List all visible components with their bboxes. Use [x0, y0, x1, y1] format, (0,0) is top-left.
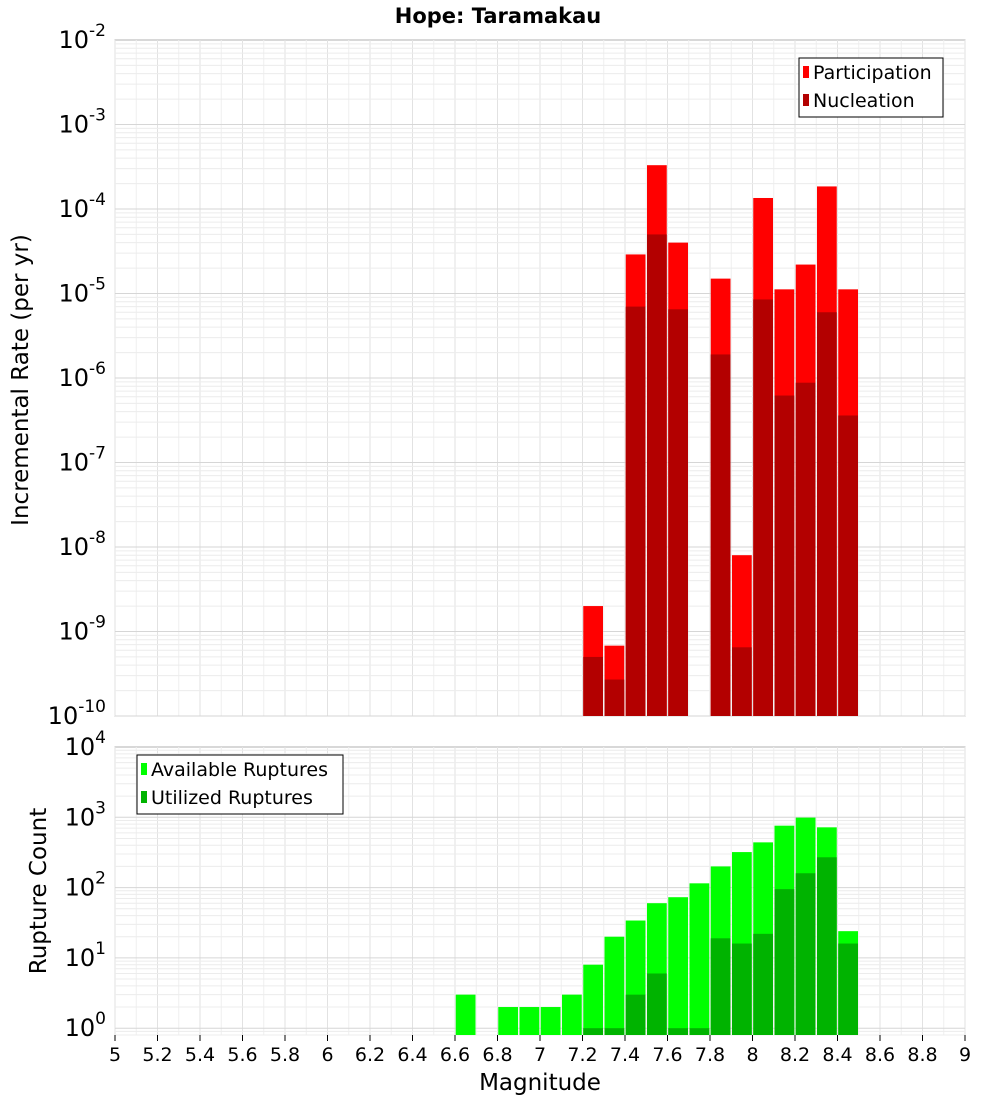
x-tick-label: 6	[321, 1044, 333, 1066]
x-tick-label: 7	[534, 1044, 546, 1066]
x-tick-label: 9	[959, 1044, 971, 1066]
top-legend: Participation Nucleation	[798, 57, 944, 118]
bar-nucleation	[838, 415, 858, 716]
bottom-y-tick-label: 103	[65, 798, 106, 831]
bottom-y-tick-label: 101	[65, 939, 106, 972]
x-tick-label: 8.8	[907, 1044, 937, 1066]
chart-title: Hope: Taramakau	[395, 4, 601, 28]
top-y-tick-label: 10-8	[59, 528, 107, 561]
x-tick-label: 7.6	[652, 1044, 682, 1066]
bottom-legend-box	[136, 754, 344, 815]
bar-nucleation	[732, 647, 752, 716]
bar-available-ruptures	[604, 936, 625, 1035]
x-tick-label: 7.8	[695, 1044, 725, 1066]
bar-utilized-ruptures	[817, 857, 837, 1035]
legend-swatch-utilized	[141, 791, 147, 803]
x-axis-label: Magnitude	[479, 1070, 601, 1096]
bar-utilized-ruptures	[604, 1028, 625, 1035]
top-y-tick-label: 10-9	[59, 613, 107, 646]
x-tick-label: 6.8	[482, 1044, 512, 1066]
bar-utilized-ruptures	[753, 933, 773, 1035]
bar-nucleation	[647, 234, 667, 717]
legend-label-utilized: Utilized Ruptures	[151, 787, 313, 809]
top-y-tick-label: 10-10	[48, 697, 106, 730]
legend-label-participation: Participation	[813, 62, 932, 84]
x-tick-label: 6.2	[355, 1044, 385, 1066]
x-tick-label: 6.6	[440, 1044, 470, 1066]
bar-utilized-ruptures	[583, 1028, 603, 1035]
bar-utilized-ruptures	[710, 938, 731, 1035]
bar-available-ruptures	[455, 994, 476, 1035]
top-y-tick-label: 10-2	[59, 21, 107, 54]
bar-available-ruptures	[689, 883, 710, 1035]
bar-utilized-ruptures	[774, 889, 795, 1035]
top-legend-box	[798, 57, 944, 118]
x-tick-label: 5.4	[185, 1044, 215, 1066]
x-tick-label: 8.4	[822, 1044, 852, 1066]
bar-utilized-ruptures	[689, 1028, 710, 1035]
bottom-y-tick-label: 102	[65, 869, 106, 902]
x-tick-label: 6.4	[397, 1044, 427, 1066]
bar-utilized-ruptures	[625, 994, 646, 1035]
bar-utilized-ruptures	[838, 943, 858, 1035]
legend-swatch-available	[141, 763, 147, 775]
bottom-bars	[455, 817, 858, 1035]
legend-label-nucleation: Nucleation	[813, 90, 915, 112]
x-tick-label: 5.8	[270, 1044, 300, 1066]
bottom-y-tick-label: 104	[65, 728, 106, 761]
legend-swatch-participation	[803, 66, 809, 78]
x-tick-label: 5.2	[142, 1044, 172, 1066]
top-panel: 10-2 10-3 10-4 10-5 10-6 10-7 10-8 10-9 10-10 In…	[8, 21, 966, 730]
bar-utilized-ruptures	[795, 873, 816, 1035]
bar-nucleation	[668, 309, 688, 716]
bar-utilized-ruptures	[668, 1028, 688, 1035]
x-tick-label: 7.4	[610, 1044, 640, 1066]
bar-available-ruptures	[583, 964, 603, 1035]
bar-nucleation	[583, 656, 603, 716]
bar-utilized-ruptures	[647, 973, 667, 1035]
bar-nucleation	[817, 312, 837, 716]
bottom-y-tick-label: 100	[65, 1009, 106, 1042]
legend-swatch-nucleation	[803, 94, 809, 106]
x-tick-label: 8	[746, 1044, 758, 1066]
bar-available-ruptures	[668, 897, 688, 1035]
bar-available-ruptures	[498, 1007, 518, 1035]
top-y-tick-label: 10-5	[59, 275, 107, 308]
legend-label-available: Available Ruptures	[151, 759, 328, 781]
bar-nucleation	[625, 306, 646, 716]
bar-utilized-ruptures	[732, 943, 752, 1035]
top-y-tick-labels: 10-2 10-3 10-4 10-5 10-6 10-7 10-8 10-9 10-10	[48, 21, 106, 730]
top-y-tick-label: 10-6	[59, 359, 107, 392]
bar-nucleation	[753, 299, 773, 716]
bottom-panel: 104 103 102 101 100 Rupture Count Available …	[26, 728, 971, 1096]
x-tick-label: 7.2	[567, 1044, 597, 1066]
x-tick-label: 8.6	[865, 1044, 895, 1066]
top-grid	[114, 40, 966, 717]
top-y-tick-label: 10-7	[59, 444, 107, 477]
top-y-tick-label: 10-3	[59, 106, 107, 139]
bottom-y-tick-labels: 104 103 102 101 100	[65, 728, 106, 1042]
x-tick-label: 5.6	[227, 1044, 257, 1066]
bar-available-ruptures	[562, 994, 582, 1035]
bar-available-ruptures	[540, 1007, 561, 1035]
x-tick-label: 5	[109, 1044, 121, 1066]
bar-available-ruptures	[519, 1007, 540, 1035]
x-tick-label: 8.2	[780, 1044, 810, 1066]
bar-nucleation	[604, 679, 625, 716]
bar-nucleation	[710, 354, 731, 716]
bar-nucleation	[795, 382, 816, 716]
top-y-axis-label: Incremental Rate (per yr)	[8, 234, 34, 526]
bar-nucleation	[774, 395, 795, 716]
top-y-tick-label: 10-4	[59, 190, 107, 223]
x-tick-labels: 5 5.2 5.4 5.6 5.8 6 6.2 6.4 6.6 6.8 7 7.2 7.4 7.6 7.8 8…	[109, 1035, 971, 1066]
bottom-y-axis-label: Rupture Count	[26, 808, 52, 974]
bottom-legend: Available Ruptures Utilized Ruptures	[136, 754, 344, 815]
top-bars	[583, 165, 858, 717]
